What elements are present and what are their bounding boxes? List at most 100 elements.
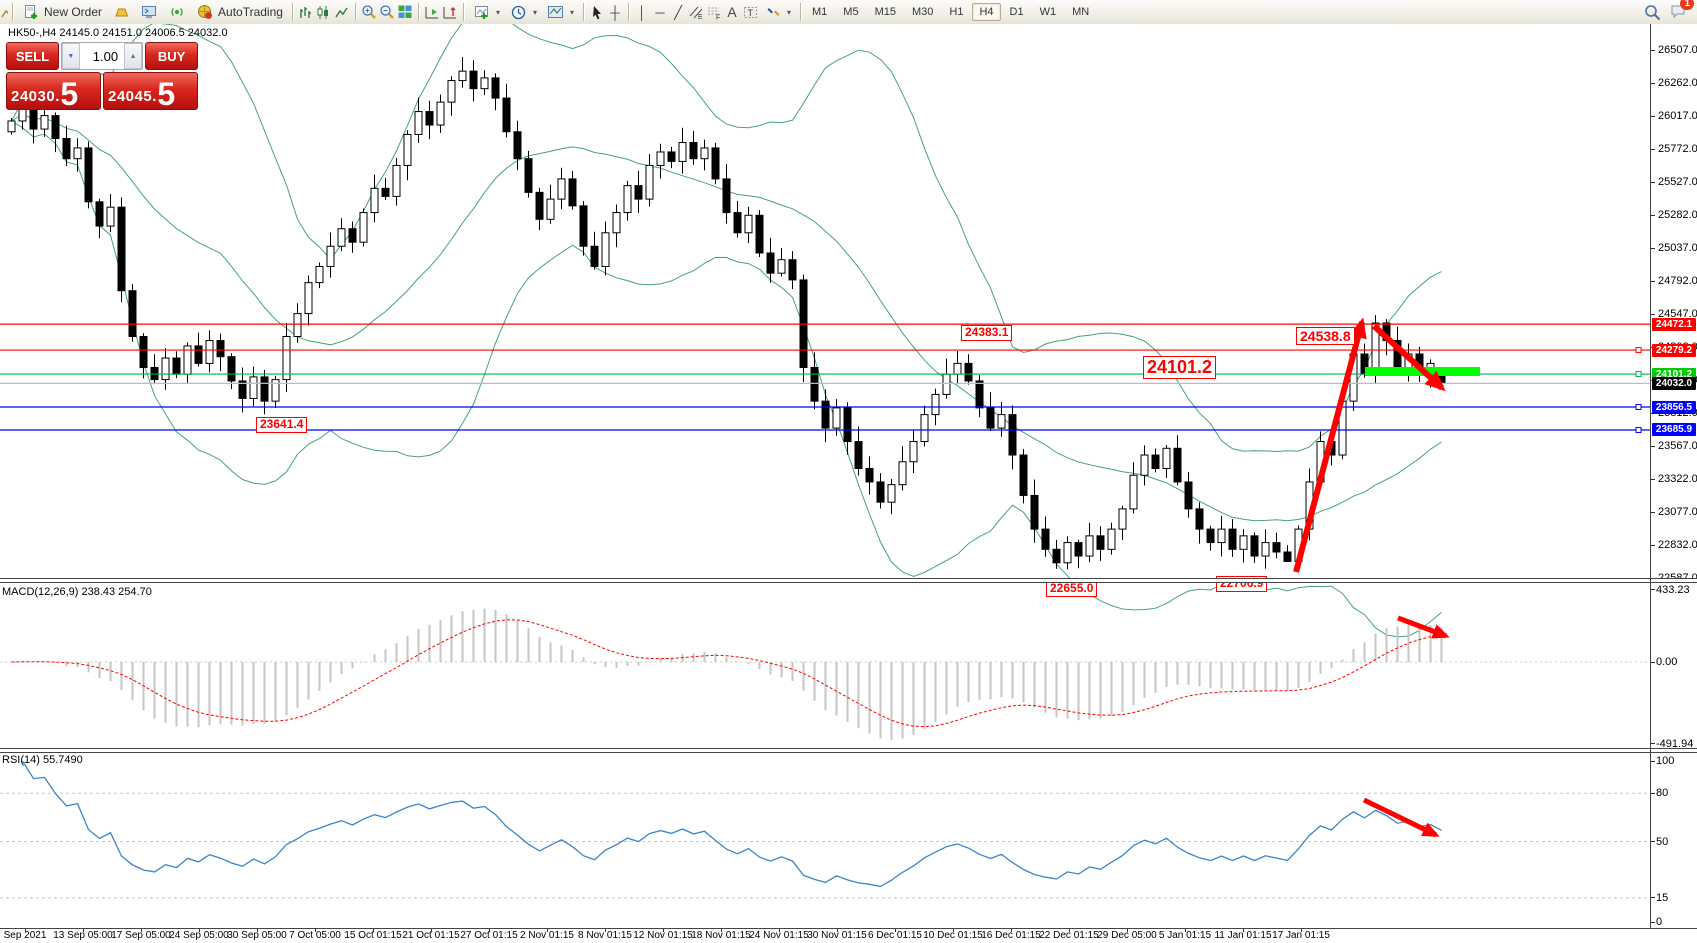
volume-stepper: ▼ 1.00 ▲ — [60, 42, 144, 70]
date-tick — [1185, 928, 1186, 932]
date-label: 15 Oct 01:15 — [344, 930, 402, 941]
toolbar-separator — [628, 3, 629, 21]
price-tick: 22832.0 — [1658, 539, 1697, 551]
templates-button[interactable]: ▾ — [542, 1, 579, 23]
price-annotation[interactable]: 24101.2 — [1143, 356, 1217, 379]
auto-scroll-icon[interactable] — [423, 3, 441, 21]
tile-windows-icon[interactable] — [396, 3, 414, 21]
buy-button[interactable]: BUY — [145, 42, 198, 70]
metaeditor-icon[interactable] — [140, 3, 158, 21]
sell-price-frac: 5 — [60, 76, 79, 113]
text-label-icon[interactable]: T — [741, 3, 759, 21]
price-badge: 23856.5 — [1652, 400, 1696, 414]
date-label: 30 Sep 05:00 — [227, 930, 287, 941]
horizontal-line-icon[interactable]: ─ — [655, 4, 665, 20]
date-label: 27 Oct 01:15 — [460, 930, 518, 941]
price-tick-dash — [1650, 148, 1655, 150]
toolbar-separator — [462, 3, 464, 21]
candlestick-chart-icon[interactable] — [315, 3, 333, 21]
date-label: 29 Dec 05:00 — [1097, 930, 1157, 941]
timeframe-MN[interactable]: MN — [1072, 6, 1090, 18]
add-indicator-button[interactable]: ▾ — [468, 1, 505, 23]
line-chart-icon[interactable] — [333, 3, 351, 21]
svg-text:T: T — [747, 8, 753, 18]
sell-price-button[interactable]: 24030 . 5 — [6, 72, 101, 110]
price-tick: 23567.0 — [1658, 440, 1697, 452]
toolbar-separator — [12, 3, 13, 21]
panel-separator[interactable] — [0, 748, 1697, 753]
fibonacci-icon[interactable]: F — [705, 3, 723, 21]
zoom-in-icon[interactable] — [360, 3, 378, 21]
price-annotation[interactable]: 24538.8 — [1296, 327, 1355, 346]
price-annotation[interactable]: 23641.4 — [256, 417, 308, 433]
new-order-button[interactable]: New Order — [17, 1, 107, 23]
panel-separator[interactable] — [0, 578, 1697, 583]
date-label: 21 Oct 01:15 — [402, 930, 460, 941]
macd-tick-dash — [1650, 743, 1655, 745]
date-label: 8 Nov 01:15 — [578, 930, 632, 941]
timeframe-D1[interactable]: D1 — [1009, 6, 1024, 18]
date-tick — [1301, 928, 1302, 932]
horizontal-level-lines[interactable] — [0, 323, 1650, 433]
date-label: 16 Dec 01:15 — [981, 930, 1041, 941]
arrows-button[interactable]: ▾ — [759, 1, 796, 23]
timeframe-W1[interactable]: W1 — [1039, 6, 1057, 18]
signals-icon[interactable] — [168, 3, 186, 21]
price-tick: 25527.0 — [1658, 176, 1697, 188]
dropdown-icon: ▾ — [532, 7, 537, 17]
date-tick — [1243, 928, 1244, 932]
date-tick — [1069, 928, 1070, 932]
periods-button[interactable]: ▾ — [505, 1, 542, 23]
timeframe-M30[interactable]: M30 — [911, 6, 934, 18]
price-badge: 23685.9 — [1652, 423, 1696, 437]
trendline-icon[interactable]: ╱ — [674, 4, 682, 20]
chart-objects[interactable] — [1293, 317, 1480, 838]
new-order-icon — [22, 3, 40, 21]
text-icon[interactable]: A — [727, 4, 737, 20]
cursor-icon[interactable] — [588, 3, 606, 21]
date-tick — [953, 928, 954, 932]
date-tick — [605, 928, 606, 932]
buy-price-button[interactable]: 24045 . 5 — [103, 72, 198, 110]
arrows-icon — [764, 3, 782, 21]
autotrading-button[interactable]: AutoTrading — [191, 1, 288, 23]
clock-icon — [510, 3, 528, 21]
price-tick-dash — [1650, 544, 1655, 546]
timeframe-H4[interactable]: H4 — [972, 3, 1001, 21]
price-annotation[interactable]: 22655.0 — [1046, 581, 1098, 597]
price-tick: 24792.0 — [1658, 275, 1697, 287]
clipped-chart-icon[interactable] — [0, 3, 8, 21]
volume-decrease-button[interactable]: ▼ — [61, 43, 80, 69]
chart-region[interactable]: HK50-,H4 24145.0 24151.0 24006.5 24032.0… — [0, 24, 1697, 943]
timeframe-M1[interactable]: M1 — [812, 6, 828, 18]
price-tick-dash — [1650, 478, 1655, 480]
price-tick-dash — [1650, 49, 1655, 51]
macd-tick: -491.94 — [1656, 737, 1694, 750]
price-annotation[interactable]: 24383.1 — [961, 325, 1013, 341]
notifications-button[interactable]: 1 — [1669, 0, 1694, 22]
toolbar-separator — [291, 3, 293, 21]
crosshair-icon[interactable]: ┼ — [610, 4, 620, 20]
gold-icon[interactable] — [112, 3, 130, 21]
toolbar: New Order AutoTrading ▾ — [0, 0, 1697, 25]
volume-value[interactable]: 1.00 — [92, 48, 119, 64]
sell-button[interactable]: SELL — [6, 42, 59, 70]
timeframe-M5[interactable]: M5 — [843, 6, 859, 18]
timeframe-H1[interactable]: H1 — [949, 6, 964, 18]
search-icon[interactable] — [1643, 3, 1661, 21]
bar-chart-icon[interactable] — [297, 3, 315, 21]
chart-shift-icon[interactable] — [441, 3, 459, 21]
zoom-out-icon[interactable] — [378, 3, 396, 21]
buy-price-frac: 5 — [157, 76, 176, 113]
timeframe-M15[interactable]: M15 — [874, 6, 896, 18]
price-tick-dash — [1650, 214, 1655, 216]
rsi-tick: 0 — [1656, 916, 1663, 928]
volume-increase-button[interactable]: ▲ — [124, 43, 143, 69]
equidistant-channel-icon[interactable]: E — [687, 3, 705, 21]
svg-text:F: F — [716, 14, 720, 20]
rsi-tick: 15 — [1656, 891, 1669, 904]
vertical-line-icon[interactable]: │ — [637, 4, 647, 20]
chart-canvas[interactable] — [0, 24, 1697, 943]
date-tick — [779, 928, 780, 932]
